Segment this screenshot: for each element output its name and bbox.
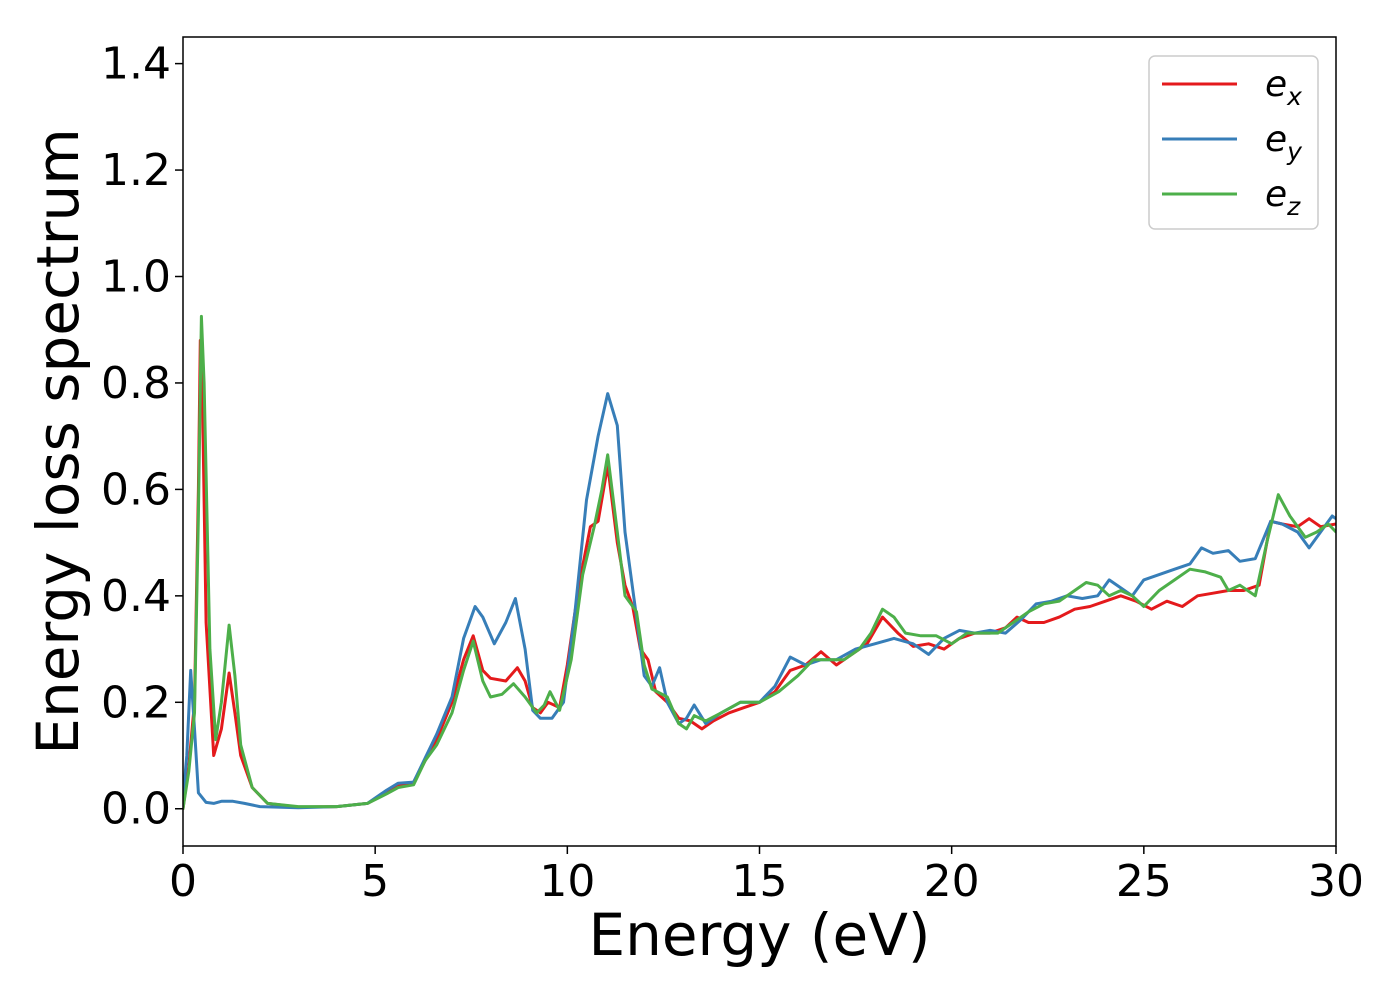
legend-label-z: ez (1265, 174, 1301, 221)
legend-label-subscript: z (1286, 192, 1301, 221)
legend-label-y: ey (1265, 119, 1303, 166)
series-layer (183, 314, 1336, 811)
series-line-z (183, 314, 1336, 811)
y-tick-label: 0.6 (101, 464, 171, 515)
legend-label-x: ex (1265, 64, 1302, 111)
x-axis-title: Energy (eV) (588, 901, 930, 969)
x-tick-label: 10 (539, 856, 595, 907)
y-tick-label: 1.0 (101, 252, 171, 303)
y-tick-label: 1.2 (101, 145, 171, 196)
y-tick-label: 0.2 (101, 677, 171, 728)
x-tick-label: 5 (361, 856, 389, 907)
y-tick-label: 0.8 (101, 358, 171, 409)
ticks-layer: 0 5 10 15 20 25 30 0.0 0.2 0.4 0.6 0.8 1.0 1.2 1.4 (101, 39, 1364, 907)
legend-label-base: e (1265, 64, 1287, 105)
legend-label-subscript: y (1286, 137, 1303, 166)
x-tick-label: 20 (924, 856, 980, 907)
y-axis-title: Energy loss spectrum (24, 128, 92, 754)
x-tick-label: 30 (1308, 856, 1364, 907)
legend-label-subscript: x (1286, 82, 1302, 111)
legend-label-base: e (1265, 174, 1287, 215)
x-tick-label: 15 (732, 856, 788, 907)
legend-label-base: e (1265, 119, 1287, 160)
legend-box (1148, 55, 1319, 230)
y-tick-label: 0.0 (101, 784, 171, 835)
x-tick-label: 0 (169, 856, 197, 907)
series-line-y (183, 392, 1336, 810)
y-tick-label: 1.4 (101, 39, 171, 90)
y-tick-label: 0.4 (101, 571, 171, 622)
x-tick-label: 25 (1116, 856, 1172, 907)
